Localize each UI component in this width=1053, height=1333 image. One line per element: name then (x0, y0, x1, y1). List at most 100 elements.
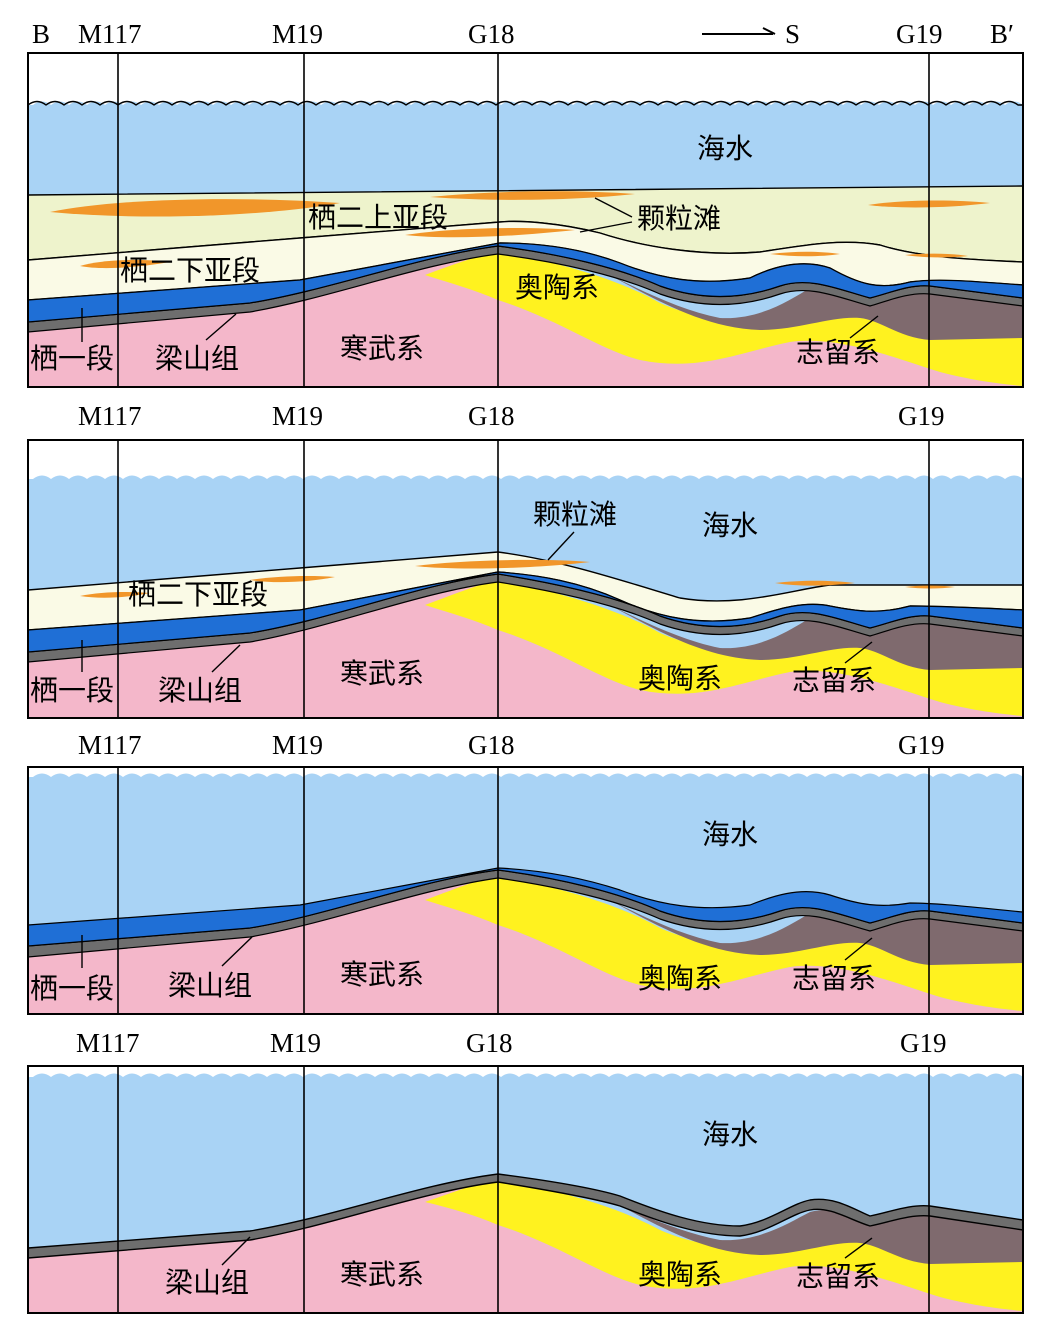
leader-silurian (844, 937, 873, 961)
grain-shoal-lens (430, 191, 635, 200)
ordovician-layer (425, 1180, 1023, 1311)
well-label-g19: G19 (898, 401, 945, 431)
label-liangshan: 梁山组 (158, 675, 242, 707)
grain-shoal-lens (80, 259, 170, 269)
label-cambrian: 寒武系 (340, 333, 424, 365)
grain-shoal-lens (775, 580, 855, 586)
label-ordovician: 奥陶系 (515, 272, 599, 304)
label-lower-sub-member: 栖二下亚段 (120, 255, 260, 287)
well-label-g18: G18 (468, 730, 515, 760)
label-silurian: 志留系 (792, 963, 876, 995)
label-ordovician: 奥陶系 (638, 963, 722, 995)
label-qi1-member: 栖一段 (30, 675, 114, 707)
sky-band (28, 440, 1023, 479)
well-label-g18: G18 (468, 19, 515, 49)
grain-shoal-lens (250, 576, 335, 583)
grain-shoal-lens (770, 251, 840, 257)
cambrian-layer (498, 925, 1023, 1014)
well-label-m117: M117 (78, 730, 142, 760)
well-label-m117: M117 (76, 1028, 140, 1058)
label-cambrian: 寒武系 (340, 658, 424, 690)
label-grain-shoal: 颗粒滩 (533, 499, 617, 531)
label-seawater: 海水 (702, 819, 758, 851)
cambrian-layer (498, 630, 1023, 718)
label-silurian: 志留系 (796, 337, 880, 369)
cambrian-layer (28, 253, 498, 387)
well-label-g18: G18 (466, 1028, 513, 1058)
leader-silurian (844, 1237, 873, 1259)
panel-3-frame (27, 766, 1024, 1015)
sea-surface-line (28, 100, 1023, 106)
panel-1-frame (27, 52, 1024, 388)
label-qi1-member: 栖一段 (30, 343, 114, 375)
qi1-member-layer (28, 242, 1023, 323)
label-ordovician: 奥陶系 (638, 1259, 722, 1291)
cambrian-layer (498, 300, 1023, 387)
cambrian-layer (28, 1180, 498, 1313)
label-ordovician: 奥陶系 (638, 663, 722, 695)
well-label-m19: M19 (272, 401, 323, 431)
grain-shoal-lens (905, 253, 968, 258)
silurian-layer (600, 1195, 1023, 1264)
grain-shoal-lens (905, 585, 955, 589)
section-end-label: B′ (990, 19, 1014, 49)
liangshan-formation-layer (28, 1173, 1023, 1259)
leader-liangshan (205, 313, 237, 341)
sky-band (28, 767, 1023, 777)
label-cambrian: 寒武系 (340, 1259, 424, 1291)
leader-grain-shoal (594, 197, 633, 218)
qi1-member-layer (28, 571, 1023, 653)
grain-shoal-lens (415, 559, 590, 569)
leader-silurian (849, 315, 879, 339)
leader-liangshan (211, 644, 241, 673)
leader-liangshan (221, 936, 253, 967)
label-seawater: 海水 (697, 133, 753, 165)
label-lower-sub-member: 栖二下亚段 (128, 579, 268, 611)
silurian-layer (600, 600, 1023, 670)
direction-label: S (785, 19, 800, 49)
silurian-layer (600, 270, 1023, 340)
panel-4 (28, 1066, 1023, 1313)
label-silurian: 志留系 (796, 1261, 880, 1293)
leader-liangshan (221, 1236, 251, 1266)
cambrian-layer (498, 1225, 1023, 1313)
sky-band (28, 1066, 1023, 1077)
well-label-m117: M117 (78, 401, 142, 431)
label-qi1-member: 栖一段 (30, 973, 114, 1005)
well-label-m19: M19 (272, 730, 323, 760)
label-liangshan: 梁山组 (165, 1267, 249, 1299)
panel-2-frame (27, 439, 1024, 719)
sky-band (28, 53, 1023, 105)
well-label-m19: M19 (270, 1028, 321, 1058)
grain-shoal-lens (50, 199, 340, 217)
section-start-label: B (32, 19, 50, 49)
label-cambrian: 寒武系 (340, 959, 424, 991)
label-silurian: 志留系 (792, 665, 876, 697)
well-label-g18: G18 (468, 401, 515, 431)
panel-1 (28, 53, 1023, 387)
ordovician-layer (425, 580, 1023, 716)
leader-grain-shoal (547, 531, 575, 561)
direction-arrow-head (762, 27, 776, 35)
grain-shoal-lens (405, 227, 575, 238)
label-liangshan: 梁山组 (155, 343, 239, 375)
panel-4-frame (27, 1065, 1024, 1314)
label-grain-shoal: 颗粒滩 (637, 203, 721, 235)
grain-shoal-lens (80, 592, 150, 598)
well-label-m117: M117 (78, 19, 142, 49)
label-seawater: 海水 (702, 1119, 758, 1151)
leader-silurian (844, 641, 873, 664)
well-label-m19: M19 (272, 19, 323, 49)
label-seawater: 海水 (702, 510, 758, 542)
cambrian-layer (28, 876, 498, 1014)
silurian-layer (600, 895, 1023, 965)
panel-2 (28, 440, 1023, 718)
label-upper-sub-member: 栖二上亚段 (308, 202, 448, 234)
cambrian-layer (28, 580, 498, 718)
ordovician-layer (425, 876, 1023, 1011)
label-liangshan: 梁山组 (168, 970, 252, 1002)
well-label-g19: G19 (900, 1028, 947, 1058)
well-label-g19: G19 (898, 730, 945, 760)
leader-grain-shoal (579, 221, 633, 233)
